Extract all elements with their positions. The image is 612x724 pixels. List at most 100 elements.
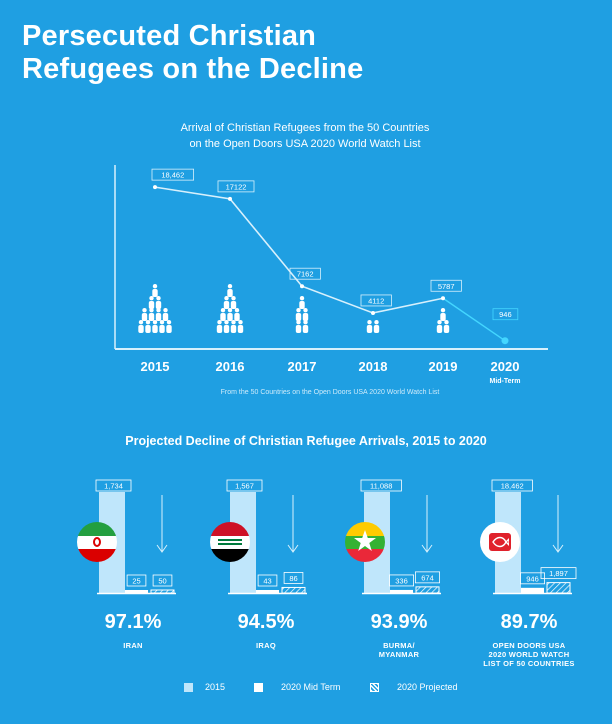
bar-value-label: 946 xyxy=(526,574,539,583)
data-label-box xyxy=(151,168,194,181)
line-chart-title-line-1: Arrival of Christian Refugees from the 5… xyxy=(180,122,430,134)
person-head xyxy=(224,320,229,325)
person-body xyxy=(152,289,158,297)
person-head xyxy=(374,320,379,325)
person-body xyxy=(237,325,244,333)
bar-2020-projected xyxy=(415,586,440,594)
bar-label-box xyxy=(540,567,577,580)
bar-value-label: 25 xyxy=(132,577,140,586)
bar-label-box xyxy=(283,572,304,584)
person-head xyxy=(166,320,172,325)
person-head xyxy=(149,308,154,313)
person-body xyxy=(141,313,148,321)
person-body xyxy=(230,325,237,333)
bar-label-box xyxy=(414,571,440,584)
bar-label-box xyxy=(95,479,132,492)
person-head xyxy=(227,284,233,289)
bar-value-label: 336 xyxy=(395,576,408,585)
x-tick-label: 2019 xyxy=(429,359,458,374)
line-chart-title: Arrival of Christian Refugees from the 5… xyxy=(130,120,480,152)
bar-2020-mid-term xyxy=(125,590,148,593)
legend-label-2015: 2015 xyxy=(205,682,226,692)
person-head xyxy=(238,320,243,325)
decline-arrow-head xyxy=(156,544,168,553)
person-body xyxy=(145,325,151,333)
decline-arrow-head xyxy=(421,544,433,553)
bar-chart-title: Projected Decline of Christian Refugee A… xyxy=(125,434,487,448)
iran-flag-icon xyxy=(77,522,117,562)
bar-value-label: 1,897 xyxy=(549,569,568,578)
person-body xyxy=(148,301,155,309)
person-head xyxy=(234,308,240,313)
data-label-box xyxy=(430,279,462,292)
data-point xyxy=(501,337,509,345)
person-head xyxy=(156,308,161,313)
bar-2020-projected xyxy=(281,586,306,594)
person-head xyxy=(227,308,233,313)
legend-swatch-midterm xyxy=(254,683,263,692)
person-head xyxy=(299,296,305,301)
data-label: 946 xyxy=(499,310,512,319)
decline-arrow-head xyxy=(287,544,299,553)
series-line-projection xyxy=(442,297,506,342)
open-doors-logo-icon xyxy=(480,522,520,562)
line-chart-source: From the 50 Countries on the Open Doors … xyxy=(220,389,440,396)
x-tick-label: 2016 xyxy=(216,359,245,374)
x-tick-label: 2020 xyxy=(491,359,520,374)
data-label: 5787 xyxy=(438,282,455,291)
x-tick-sublabel: Mid-Term xyxy=(490,378,521,385)
page-title: Persecuted Christian Refugees on the Dec… xyxy=(22,20,363,86)
person-body xyxy=(155,301,162,309)
people-icon-group xyxy=(216,284,244,333)
bar-value-label: 674 xyxy=(421,573,434,582)
person-head xyxy=(217,320,222,325)
legend-swatch-2015 xyxy=(184,683,193,692)
person-body xyxy=(295,313,302,321)
person-head xyxy=(220,308,226,313)
country-name-line: LIST OF 50 COUNTRIES xyxy=(483,659,575,668)
person-head xyxy=(296,308,301,313)
data-label-box xyxy=(492,308,519,321)
country-name-total: OPEN DOORS USA 2020 WORLD WATCH LIST OF … xyxy=(459,641,599,668)
person-body xyxy=(373,325,380,333)
data-label: 4112 xyxy=(368,296,384,305)
bar-value-label: 1,734 xyxy=(104,482,123,491)
data-point xyxy=(300,284,304,289)
country-name-line: OPEN DOORS USA xyxy=(492,641,566,650)
person-body xyxy=(216,325,223,333)
people-icon-group xyxy=(366,320,380,333)
page-title-line-2: Refugees on the Decline xyxy=(22,53,364,85)
bar-label-box xyxy=(126,574,147,587)
bar-value-label: 50 xyxy=(158,577,166,586)
decline-percent-total: 89.7% xyxy=(500,611,558,633)
person-head xyxy=(444,320,449,325)
bar-label-box xyxy=(388,574,414,587)
person-head xyxy=(224,296,229,301)
person-head xyxy=(231,320,236,325)
people-icon-group xyxy=(295,296,309,333)
bar-value-label: 11,088 xyxy=(370,482,392,491)
bar-value-label: 18,462 xyxy=(501,482,524,491)
person-head xyxy=(145,320,151,325)
person-head xyxy=(296,320,301,325)
person-body xyxy=(302,313,309,321)
person-head xyxy=(303,320,308,325)
person-body xyxy=(152,325,158,333)
person-body xyxy=(223,301,230,309)
legend-label-midterm: 2020 Mid Term xyxy=(281,682,341,692)
person-head xyxy=(152,284,158,289)
person-head xyxy=(152,320,158,325)
data-point xyxy=(228,196,232,201)
bar-label-box xyxy=(491,479,533,492)
person-head xyxy=(437,320,442,325)
data-label: 7162 xyxy=(297,270,314,279)
iraq-flag-icon xyxy=(210,522,250,562)
line-chart: 18,462 17122 7162 4112 5787 946 2015 2016 2017 20… xyxy=(114,165,548,385)
bar-2020-mid-term xyxy=(390,589,413,593)
person-body xyxy=(230,301,237,309)
person-body xyxy=(227,313,233,321)
person-head xyxy=(163,308,168,313)
person-body xyxy=(440,313,446,321)
legend: 2015 2020 Mid Term 2020 Projected xyxy=(0,680,612,696)
country-name-line: MYANMAR xyxy=(378,650,420,659)
